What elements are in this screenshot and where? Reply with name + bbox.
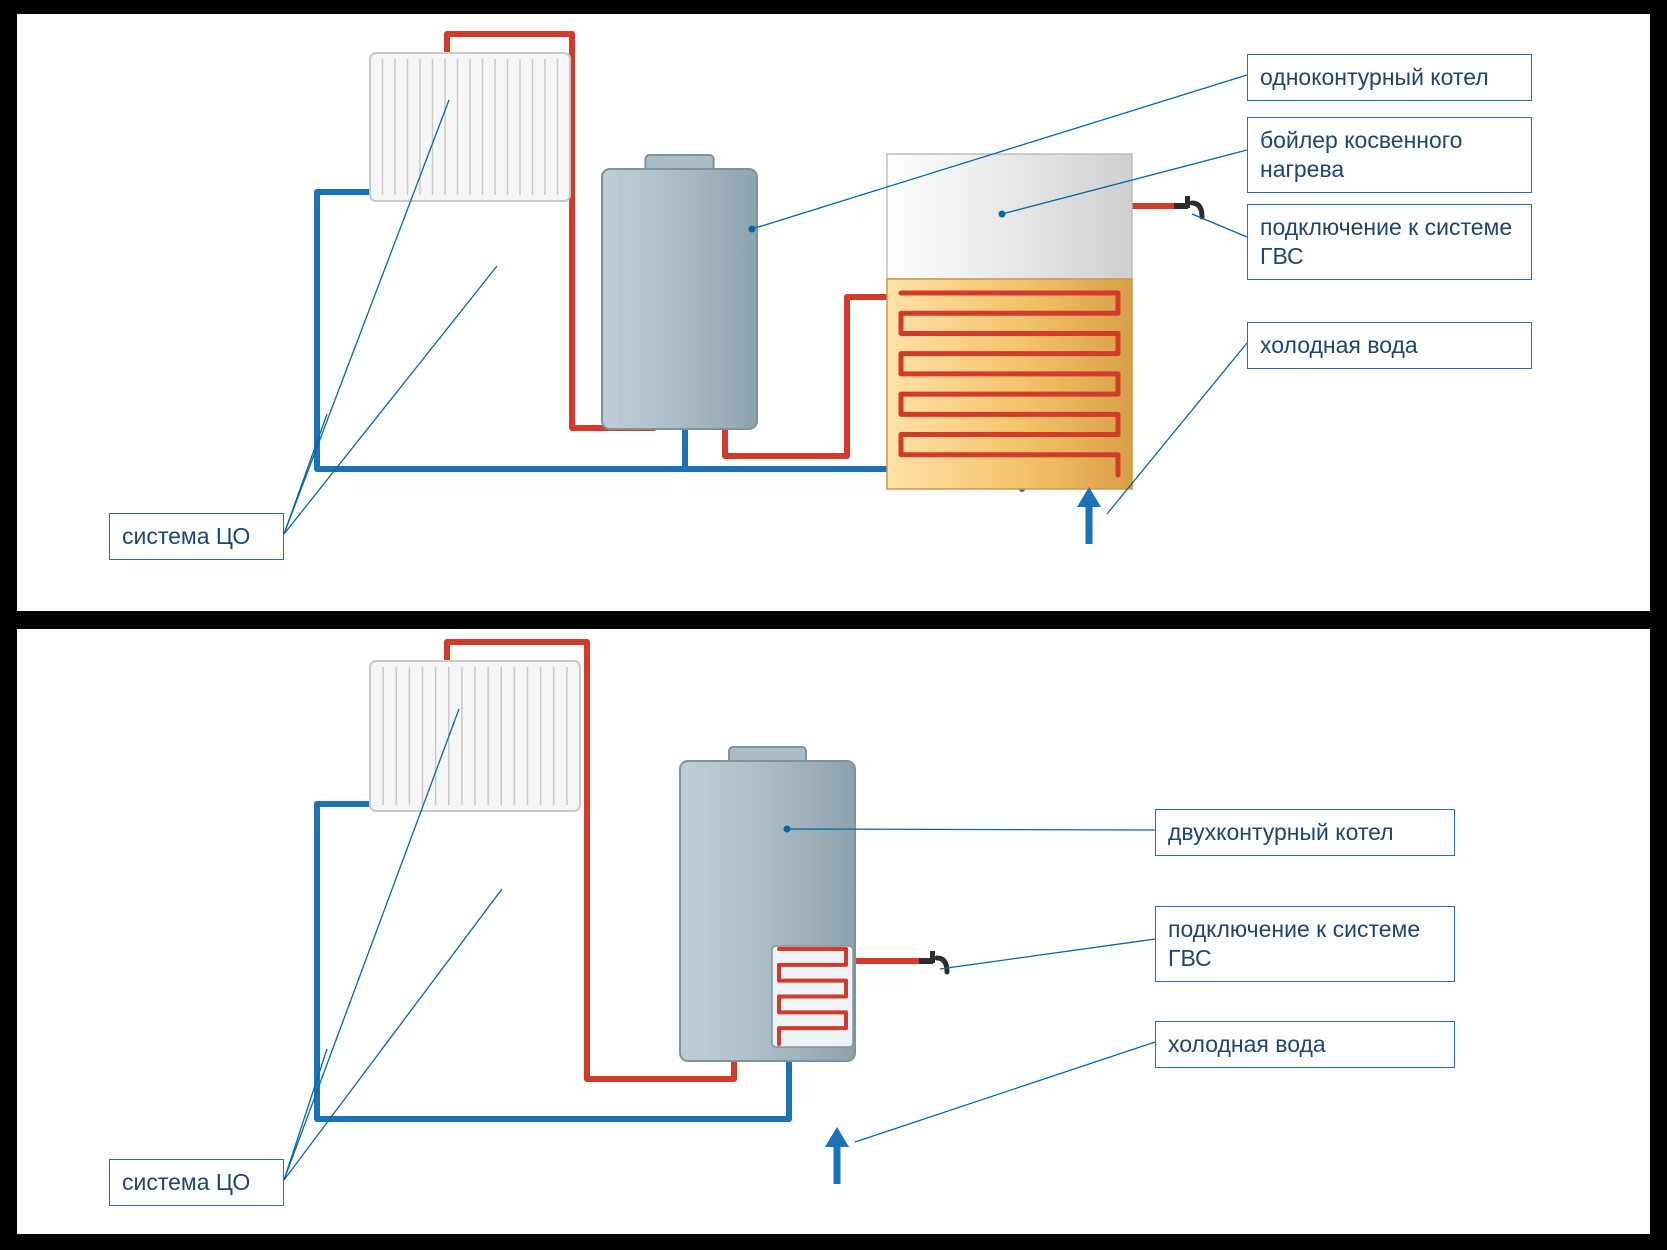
panel-dual-circuit: двухконтурный котел подключение к систем…: [17, 629, 1650, 1234]
label-central-heating: система ЦО: [109, 513, 284, 560]
label-central-heating: система ЦО: [109, 1159, 284, 1206]
panel-single-circuit: одноконтурный котел бойлер косвенного на…: [17, 14, 1650, 611]
label-cold-water: холодная вода: [1155, 1021, 1455, 1068]
label-indirect-heater: бойлер косвенного нагрева: [1247, 117, 1532, 193]
label-dhw-connection: подключение к системе ГВС: [1155, 906, 1455, 982]
label-boiler-single: одноконтурный котел: [1247, 54, 1532, 101]
label-cold-water: холодная вода: [1247, 322, 1532, 369]
label-boiler-dual: двухконтурный котел: [1155, 809, 1455, 856]
label-dhw-connection: подключение к системе ГВС: [1247, 204, 1532, 280]
